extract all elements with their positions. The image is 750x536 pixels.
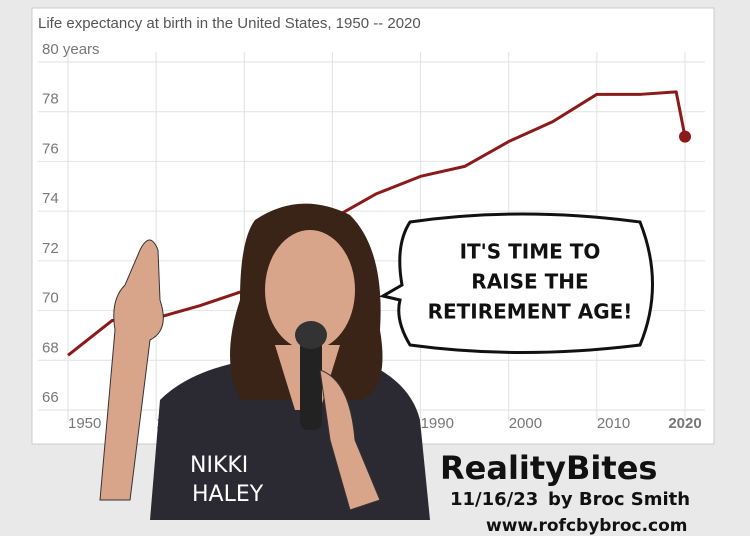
y-tick-label: 66 [42, 389, 59, 406]
y-tick-label: 80 years [42, 41, 100, 58]
y-tick-label: 72 [42, 240, 59, 257]
y-tick-label: 76 [42, 140, 59, 157]
x-tick-label: 1990 [421, 415, 454, 432]
y-tick-label: 70 [42, 290, 59, 307]
speech-text: RAISE THE [471, 270, 588, 294]
x-tick-label: 2020 [668, 415, 701, 432]
mic-head [295, 321, 327, 349]
raised-arm [99, 239, 164, 501]
speech-text: IT'S TIME TO [460, 240, 601, 264]
line [67, 90, 687, 357]
figure: NIKKI HALEY [99, 203, 430, 520]
signature-byline: by Broc Smith [548, 489, 690, 510]
x-tick-label: 1950 [68, 415, 101, 432]
face [265, 230, 355, 350]
y-tick-label: 74 [42, 190, 59, 207]
speech-bubble [378, 212, 654, 354]
speech-text: RETIREMENT AGE! [428, 300, 633, 324]
name-label: NIKKI [190, 453, 248, 478]
end-marker [679, 130, 691, 143]
y-tick-label: 68 [42, 339, 59, 356]
hand [319, 369, 381, 511]
x-tick-label: 2000 [509, 415, 542, 432]
y-tick-label: 78 [42, 91, 59, 108]
signature-date: 11/16/23 [450, 489, 538, 510]
name-label: HALEY [192, 482, 264, 507]
x-tick-label: 2010 [597, 415, 630, 432]
chart-title: Life expectancy at birth in the United S… [38, 15, 421, 32]
microphone [300, 330, 322, 430]
signature-url: www.rofcbybroc.com [486, 516, 688, 536]
signature-title: RealityBites [440, 449, 657, 487]
